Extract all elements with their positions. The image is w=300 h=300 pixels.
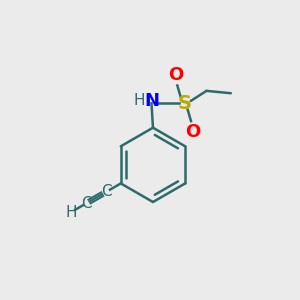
Text: O: O	[168, 66, 184, 84]
Text: H: H	[65, 205, 77, 220]
Text: O: O	[185, 123, 200, 141]
Text: C: C	[81, 196, 92, 211]
Text: S: S	[177, 94, 191, 113]
Text: H: H	[133, 94, 145, 109]
Text: N: N	[144, 92, 159, 110]
Text: C: C	[101, 184, 112, 199]
